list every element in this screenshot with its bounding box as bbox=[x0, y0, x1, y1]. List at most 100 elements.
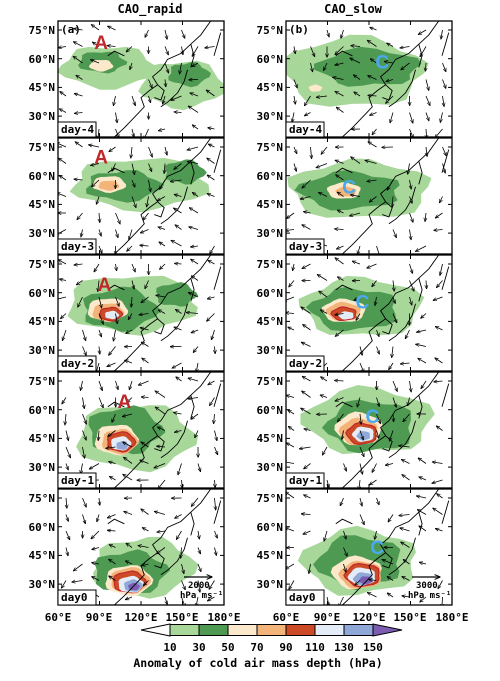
lat-label: 45°N bbox=[257, 432, 284, 445]
lat-label: 45°N bbox=[29, 198, 56, 211]
colorbar-segment bbox=[199, 625, 228, 636]
day-label: day-4 bbox=[61, 123, 94, 136]
lon-label: 90°E bbox=[314, 611, 341, 624]
lat-label: 75°N bbox=[29, 24, 56, 37]
column-title-slow: CAO_slow bbox=[324, 2, 383, 17]
map-panel: day-2C bbox=[283, 255, 452, 372]
colorbar-segment bbox=[344, 625, 373, 636]
lat-label: 30°N bbox=[29, 227, 56, 240]
lon-label: 150°E bbox=[165, 611, 198, 624]
colorbar-label: 30 bbox=[192, 641, 205, 654]
anticyclone-marker: A bbox=[94, 33, 108, 54]
lat-label: 45°N bbox=[29, 81, 56, 94]
lat-labels-col-a: 75°N 60°N 45°N 30°N 75°N 60°N 45°N 30°N … bbox=[29, 24, 56, 591]
reference-vector-value: 2000 bbox=[188, 581, 210, 591]
lat-label: 45°N bbox=[257, 549, 284, 562]
map-panel: day-1 A bbox=[58, 372, 224, 489]
lon-label: 120°E bbox=[352, 611, 385, 624]
lat-label: 60°N bbox=[29, 53, 56, 66]
lat-label: 75°N bbox=[257, 141, 284, 154]
panel-letter: (a) bbox=[61, 23, 81, 36]
colorbar-extend-left bbox=[141, 624, 170, 636]
lon-label: 60°E bbox=[273, 611, 300, 624]
lat-label: 60°N bbox=[29, 404, 56, 417]
lat-label: 75°N bbox=[257, 375, 284, 388]
panel-letter: (b) bbox=[289, 23, 309, 36]
lat-label: 75°N bbox=[29, 258, 56, 271]
lat-label: 60°N bbox=[257, 170, 284, 183]
lat-label: 60°N bbox=[29, 287, 56, 300]
lat-label: 30°N bbox=[257, 461, 284, 474]
colorbar-labels: 10 30 50 70 90 110 130 150 bbox=[163, 641, 383, 654]
lon-labels-col-b: 60°E 90°E 120°E 150°E 180°E bbox=[273, 611, 469, 624]
lat-label: 45°N bbox=[29, 315, 56, 328]
colorbar-extend-right bbox=[373, 624, 402, 636]
lat-label: 30°N bbox=[257, 344, 284, 357]
anticyclone-marker: A bbox=[94, 148, 108, 169]
colorbar-label: 110 bbox=[305, 641, 325, 654]
day-label: day-4 bbox=[289, 123, 322, 136]
lon-label: 150°E bbox=[393, 611, 426, 624]
map-panel: day-1 C bbox=[283, 372, 452, 490]
colorbar-label: 50 bbox=[221, 641, 234, 654]
lat-label: 60°N bbox=[29, 521, 56, 534]
map-panel: day-3C bbox=[285, 138, 452, 257]
lat-label: 75°N bbox=[257, 24, 284, 37]
cyclone-marker: C bbox=[370, 538, 384, 559]
day-label: day-3 bbox=[289, 240, 322, 253]
day-label: day-1 bbox=[61, 474, 94, 487]
lon-labels-col-a: 60°E 90°E 120°E 150°E 180°E bbox=[45, 611, 241, 624]
lon-label: 180°E bbox=[207, 611, 240, 624]
day-label: day-1 bbox=[289, 474, 322, 487]
map-panel: day-4 (b) C bbox=[279, 21, 452, 139]
colorbar-label: 150 bbox=[363, 641, 383, 654]
lat-label: 75°N bbox=[29, 375, 56, 388]
colorbar-segment bbox=[315, 625, 344, 636]
cyclone-marker: C bbox=[375, 53, 389, 74]
lat-label: 30°N bbox=[257, 110, 284, 123]
lat-label: 45°N bbox=[29, 549, 56, 562]
lat-label: 75°N bbox=[257, 258, 284, 271]
lon-label: 120°E bbox=[124, 611, 157, 624]
lat-label: 75°N bbox=[29, 141, 56, 154]
lat-label: 60°N bbox=[257, 287, 284, 300]
day-label: day0 bbox=[289, 591, 316, 604]
lat-label: 30°N bbox=[257, 227, 284, 240]
reference-vector-value: 3000 bbox=[416, 581, 438, 591]
lat-label: 45°N bbox=[29, 432, 56, 445]
lon-label: 60°E bbox=[45, 611, 72, 624]
day-label: day-2 bbox=[61, 357, 94, 370]
colorbar-segment bbox=[286, 625, 315, 636]
map-panel: day-3 A bbox=[55, 138, 224, 254]
colorbar-segment bbox=[257, 625, 286, 636]
day-label: day-2 bbox=[289, 357, 322, 370]
lat-label: 60°N bbox=[257, 404, 284, 417]
lat-label: 30°N bbox=[29, 461, 56, 474]
colorbar bbox=[141, 624, 402, 636]
anticyclone-marker: A bbox=[118, 392, 132, 413]
lat-label: 60°N bbox=[257, 53, 284, 66]
map-panel: day-2 A bbox=[54, 255, 224, 374]
cyclone-marker: C bbox=[365, 407, 379, 428]
colorbar-label: 130 bbox=[334, 641, 354, 654]
colorbar-label: 90 bbox=[279, 641, 292, 654]
anticyclone-marker: A bbox=[98, 275, 112, 296]
column-title-rapid: CAO_rapid bbox=[117, 2, 182, 17]
lat-labels-col-b: 75°N 60°N 45°N 30°N 75°N 60°N 45°N 30°N … bbox=[257, 24, 284, 591]
lon-label: 180°E bbox=[435, 611, 468, 624]
lat-label: 45°N bbox=[257, 198, 284, 211]
lon-label: 90°E bbox=[86, 611, 113, 624]
colorbar-segment bbox=[170, 625, 199, 636]
lat-label: 45°N bbox=[257, 315, 284, 328]
day-label: day-3 bbox=[61, 240, 94, 253]
lat-label: 60°N bbox=[29, 170, 56, 183]
lat-label: 75°N bbox=[29, 492, 56, 505]
lat-label: 30°N bbox=[29, 578, 56, 591]
lat-label: 30°N bbox=[29, 110, 56, 123]
lat-label: 75°N bbox=[257, 492, 284, 505]
lat-label: 60°N bbox=[257, 521, 284, 534]
